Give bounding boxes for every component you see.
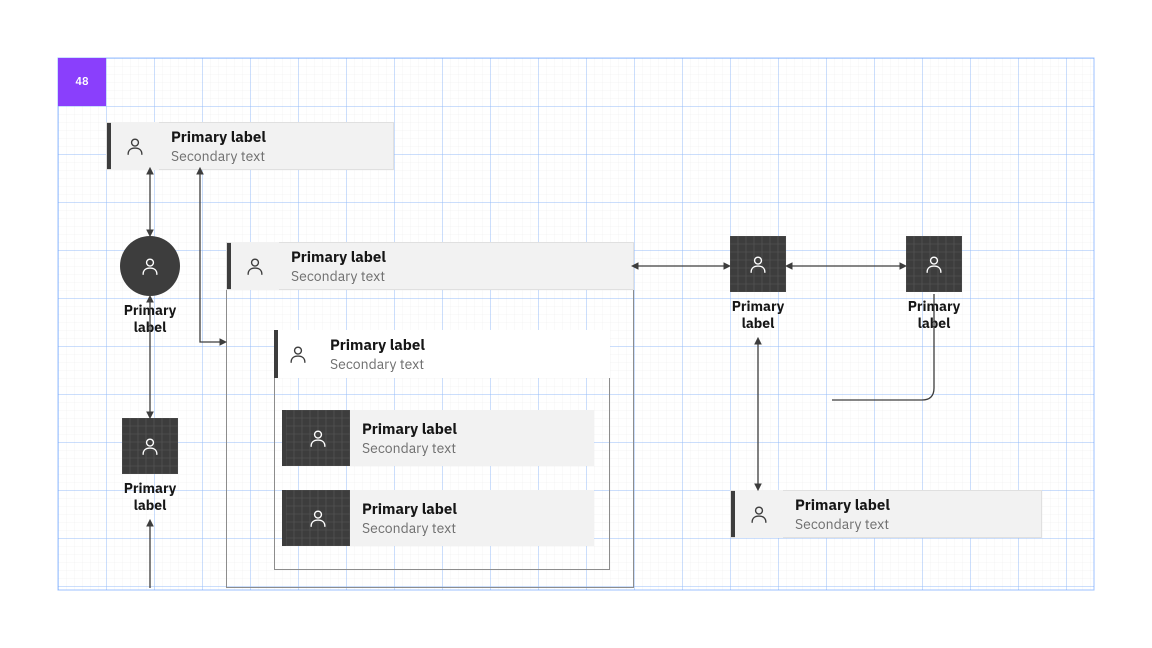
node[interactable]: Primarylabel (730, 236, 786, 332)
user-icon (124, 135, 146, 157)
node-label: Primarylabel (110, 302, 190, 336)
card-secondary-label: Secondary text (291, 267, 386, 285)
canvas: 48Primary labelSecondary textPrimary lab… (0, 0, 1152, 648)
user-icon (307, 507, 329, 529)
card-labels: Primary labelSecondary text (279, 248, 386, 285)
card-secondary-label: Secondary text (795, 515, 890, 533)
card-icon-box (111, 122, 159, 170)
card-secondary-label: Secondary text (171, 147, 266, 165)
card-primary-label: Primary label (362, 420, 457, 439)
card-secondary-label: Secondary text (330, 355, 425, 373)
node-card[interactable]: Primary labelSecondary text (274, 330, 610, 378)
node-shape-square (730, 236, 786, 292)
card-icon-box (278, 330, 318, 378)
grid-size-value: 48 (75, 75, 88, 89)
user-icon (747, 253, 769, 275)
user-icon (244, 255, 266, 277)
card-labels: Primary labelSecondary text (159, 128, 266, 165)
node-label-line: label (110, 497, 190, 514)
node-card[interactable]: Primary labelSecondary text (282, 410, 594, 466)
node-shape-square (122, 418, 178, 474)
node-card[interactable]: Primary labelSecondary text (730, 490, 1042, 538)
node-label: Primarylabel (718, 298, 798, 332)
node-label-line: Primary (718, 298, 798, 315)
node-label-line: label (894, 315, 974, 332)
card-primary-label: Primary label (291, 248, 386, 267)
user-icon (287, 343, 309, 365)
edge (200, 170, 224, 342)
card-icon-box (286, 490, 350, 546)
node-shape-circle (120, 236, 180, 296)
card-labels: Primary labelSecondary text (318, 336, 425, 373)
node-label: Primarylabel (110, 480, 190, 514)
card-secondary-label: Secondary text (362, 519, 457, 537)
node[interactable]: Primarylabel (120, 236, 180, 336)
card-labels: Primary labelSecondary text (350, 420, 457, 457)
card-primary-label: Primary label (330, 336, 425, 355)
user-icon (307, 427, 329, 449)
user-icon (748, 503, 770, 525)
card-labels: Primary labelSecondary text (350, 500, 457, 537)
user-icon (923, 253, 945, 275)
node-label-line: Primary (894, 298, 974, 315)
node-label-line: label (718, 315, 798, 332)
node-label-line: Primary (110, 480, 190, 497)
card-icon-box (735, 490, 783, 538)
grid-size-badge: 48 (58, 58, 106, 106)
node-card[interactable]: Primary labelSecondary text (226, 242, 634, 290)
node-card[interactable]: Primary labelSecondary text (106, 122, 394, 170)
card-secondary-label: Secondary text (362, 439, 457, 457)
card-primary-label: Primary label (362, 500, 457, 519)
card-labels: Primary labelSecondary text (783, 496, 890, 533)
card-icon-box (286, 410, 350, 466)
card-icon-box (231, 242, 279, 290)
user-icon (139, 255, 161, 277)
node[interactable]: Primarylabel (906, 236, 962, 332)
card-primary-label: Primary label (795, 496, 890, 515)
node[interactable]: Primarylabel (122, 418, 178, 514)
node-label-line: Primary (110, 302, 190, 319)
card-primary-label: Primary label (171, 128, 266, 147)
node-label-line: label (110, 319, 190, 336)
user-icon (139, 435, 161, 457)
node-shape-square (906, 236, 962, 292)
node-card[interactable]: Primary labelSecondary text (282, 490, 594, 546)
node-label: Primarylabel (894, 298, 974, 332)
